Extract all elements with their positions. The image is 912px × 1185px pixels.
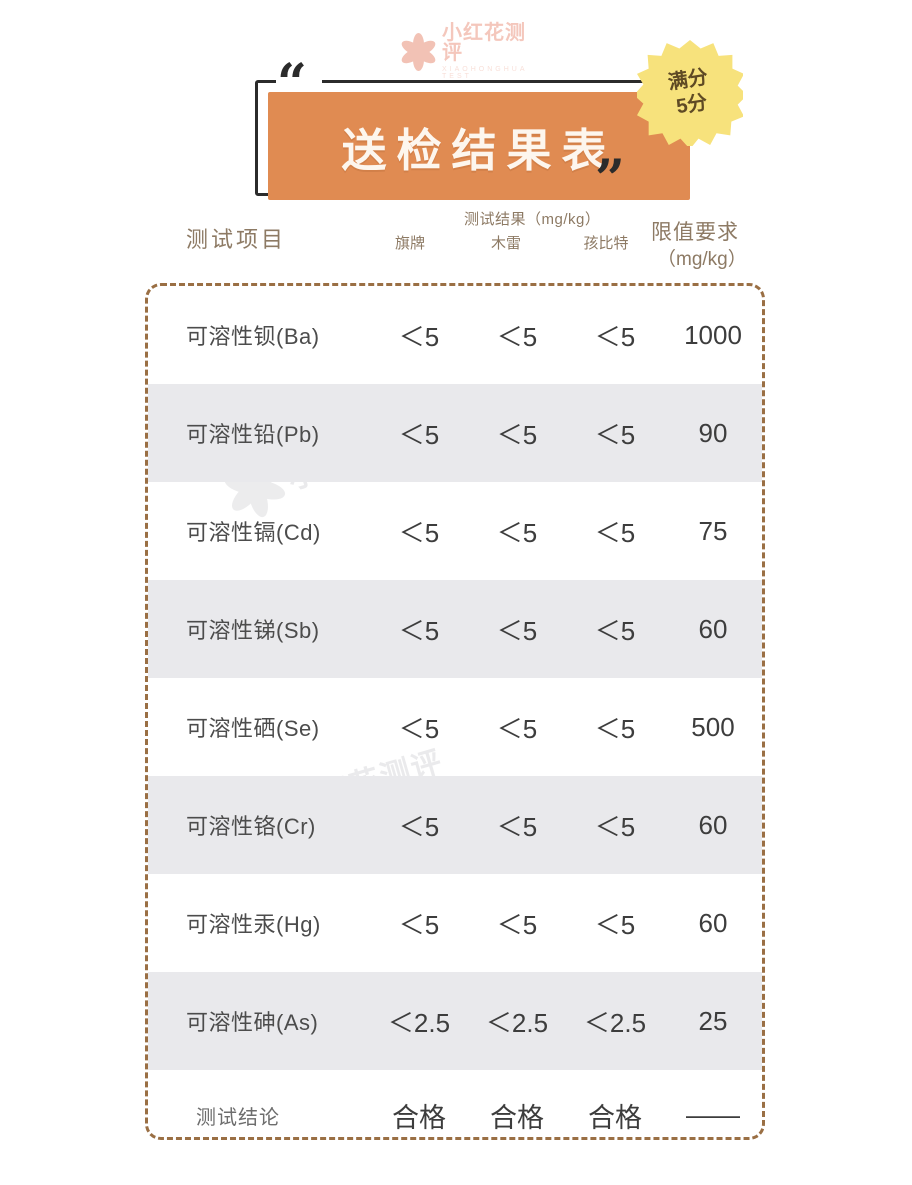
row-value: ＜5	[496, 615, 538, 646]
row-value: ＜5	[398, 909, 440, 940]
header-result-group: 测试结果（mg/kg）	[464, 211, 601, 228]
header-limit-unit: （mg/kg）	[657, 249, 747, 270]
row-value: ＜5	[398, 713, 440, 744]
table-row: 可溶性镉(Cd) ＜5 ＜5 ＜5 75	[148, 482, 762, 580]
row-label: 可溶性铬(Cr)	[186, 814, 316, 839]
row-label: 可溶性钡(Ba)	[186, 324, 320, 349]
row-value: 60	[698, 809, 728, 840]
table-row: 可溶性硒(Se) ＜5 ＜5 ＜5 500	[148, 678, 762, 776]
header-test-item: 测试项目	[186, 227, 287, 252]
row-value: 75	[698, 515, 728, 546]
row-label: 可溶性硒(Se)	[186, 716, 320, 741]
brand-subtitle: XIAOHONGHUA TEST	[442, 65, 528, 80]
title-banner: 送检结果表 “ ”	[255, 58, 705, 210]
row-label: 可溶性镉(Cd)	[186, 520, 321, 545]
row-label: 可溶性锑(Sb)	[186, 618, 320, 643]
row-value: ＜5	[496, 811, 538, 842]
row-value: ＜2.5	[583, 1007, 647, 1038]
conclusion-row: 测试结论 合格 合格 合格 ——	[148, 1070, 762, 1137]
row-value: 25	[698, 1005, 728, 1036]
table-row: 可溶性铬(Cr) ＜5 ＜5 ＜5 60	[148, 776, 762, 874]
row-value: ＜2.5	[485, 1007, 549, 1038]
table-row: 可溶性汞(Hg) ＜5 ＜5 ＜5 60	[148, 874, 762, 972]
score-badge: 满分 5分	[637, 40, 743, 146]
row-value: ＜5	[594, 909, 636, 940]
banner-fill	[268, 92, 690, 200]
conclusion-value: 合格	[490, 1102, 544, 1133]
row-value: ＜5	[594, 811, 636, 842]
row-label: 可溶性砷(As)	[186, 1010, 319, 1035]
brand-logo: 小红花测评 XIAOHONGHUA TEST	[398, 23, 528, 80]
header-brand-1: 木雷	[490, 235, 521, 252]
table-row: 可溶性砷(As) ＜2.5 ＜2.5 ＜2.5 25	[148, 972, 762, 1070]
row-value: ＜5	[496, 517, 538, 548]
starburst-badge-icon	[637, 40, 743, 146]
row-value: ＜5	[594, 321, 636, 352]
row-value: ＜5	[496, 419, 538, 450]
brand-name: 小红花测评	[442, 21, 526, 64]
row-label: 可溶性铅(Pb)	[186, 422, 320, 447]
table-body: 可溶性钡(Ba) ＜5 ＜5 ＜5 1000 可溶性铅(Pb) ＜5 ＜5 ＜5 90 可溶性镉(C…	[148, 286, 762, 1137]
results-table: 小红花测评 小红花测评 可溶性钡(Ba)＜5＜5＜51000可溶性铅(Pb)＜5…	[145, 283, 765, 1140]
header-brand-0: 旗牌	[394, 235, 425, 252]
row-value: 90	[698, 417, 728, 448]
conclusion-value: ——	[686, 1099, 740, 1130]
row-label: 可溶性汞(Hg)	[186, 912, 321, 937]
row-value: ＜5	[398, 419, 440, 450]
header-limit: 限值要求	[651, 221, 739, 244]
flower-icon	[398, 31, 438, 71]
row-value: ＜5	[398, 517, 440, 548]
row-value: ＜5	[594, 615, 636, 646]
row-value: 60	[698, 907, 728, 938]
quote-open-icon: “	[277, 53, 307, 114]
row-value: ＜5	[496, 909, 538, 940]
row-value: ＜2.5	[387, 1007, 451, 1038]
table-row: 可溶性锑(Sb) ＜5 ＜5 ＜5 60	[148, 580, 762, 678]
row-value: ＜5	[398, 811, 440, 842]
row-value: ＜5	[398, 321, 440, 352]
conclusion-value: 合格	[588, 1102, 642, 1133]
badge-line-2: 5分	[674, 91, 709, 119]
row-value: 1000	[684, 319, 742, 350]
row-value: ＜5	[496, 713, 538, 744]
page-title: 送检结果表	[341, 124, 617, 176]
column-headers: 测试项目 测试结果（mg/kg） 旗牌 木雷 孩比特 限值要求 （mg/kg）	[0, 200, 912, 280]
conclusion-value: 合格	[392, 1102, 446, 1133]
row-value: 500	[691, 711, 735, 742]
quote-close-icon: ”	[595, 149, 625, 210]
badge-text: 满分 5分	[629, 32, 750, 153]
row-value: ＜5	[496, 321, 538, 352]
row-value: 60	[698, 613, 728, 644]
row-value: ＜5	[594, 517, 636, 548]
row-value: ＜5	[594, 713, 636, 744]
conclusion-label: 测试结论	[196, 1106, 280, 1129]
row-value: ＜5	[398, 615, 440, 646]
table-row: 可溶性铅(Pb) ＜5 ＜5 ＜5 90	[148, 384, 762, 482]
row-value: ＜5	[594, 419, 636, 450]
table-row: 可溶性钡(Ba) ＜5 ＜5 ＜5 1000	[148, 286, 762, 384]
header-brand-2: 孩比特	[583, 235, 629, 252]
